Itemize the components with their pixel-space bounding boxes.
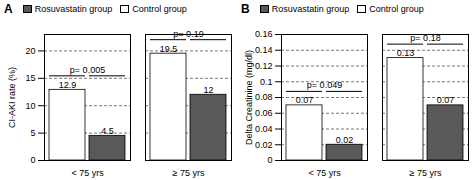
svg-text:p= 0.049: p= 0.049: [307, 80, 342, 90]
svg-text:≥ 75 yrs: ≥ 75 yrs: [410, 168, 442, 178]
html-text:Control group: Control group: [369, 4, 424, 14]
svg-text:0.16: 0.16: [255, 29, 273, 39]
svg-text:20: 20: [25, 46, 35, 56]
svg-text:12.9: 12.9: [59, 80, 77, 90]
svg-text:0: 0: [267, 155, 272, 165]
svg-text:p= 0.005: p= 0.005: [70, 65, 105, 75]
svg-text:0.06: 0.06: [255, 108, 273, 118]
svg-text:19.5: 19.5: [160, 44, 178, 54]
svg-text:≥ 75 yrs: ≥ 75 yrs: [173, 168, 205, 178]
html-text:Rosuvastatin group: Rosuvastatin group: [271, 4, 350, 14]
svg-text:5: 5: [30, 128, 35, 138]
svg-text:0.07: 0.07: [437, 95, 455, 105]
svg-text:0.02: 0.02: [255, 140, 273, 150]
svg-text:12: 12: [203, 85, 213, 95]
svg-text:0.12: 0.12: [255, 61, 273, 71]
svg-text:0: 0: [30, 155, 35, 165]
svg-text:0.02: 0.02: [336, 135, 354, 145]
html-text:Control group: Control group: [132, 4, 187, 14]
html-text:A: A: [4, 2, 13, 16]
svg-text:p= 0.19: p= 0.19: [173, 29, 203, 39]
svg-text:< 75 yrs: < 75 yrs: [71, 168, 104, 178]
svg-text:0.1: 0.1: [260, 77, 273, 87]
svg-text:0.04: 0.04: [255, 124, 273, 134]
svg-text:Delta Creatinine (mg/dl): Delta Creatinine (mg/dl): [244, 50, 254, 145]
svg-text:0.07: 0.07: [296, 95, 314, 105]
svg-text:10: 10: [25, 101, 35, 111]
svg-text:p= 0.18: p= 0.18: [410, 33, 441, 43]
html-text:B: B: [241, 2, 250, 16]
svg-text:0.13: 0.13: [397, 48, 415, 58]
svg-text:0.14: 0.14: [255, 45, 273, 55]
svg-text:4.5: 4.5: [101, 126, 114, 136]
svg-text:15: 15: [25, 73, 35, 83]
svg-text:CI-AKI rate (%): CI-AKI rate (%): [7, 67, 17, 128]
svg-text:< 75 yrs: < 75 yrs: [308, 168, 341, 178]
html-text:Rosuvastatin group: Rosuvastatin group: [34, 4, 113, 14]
svg-text:0.08: 0.08: [255, 92, 273, 102]
